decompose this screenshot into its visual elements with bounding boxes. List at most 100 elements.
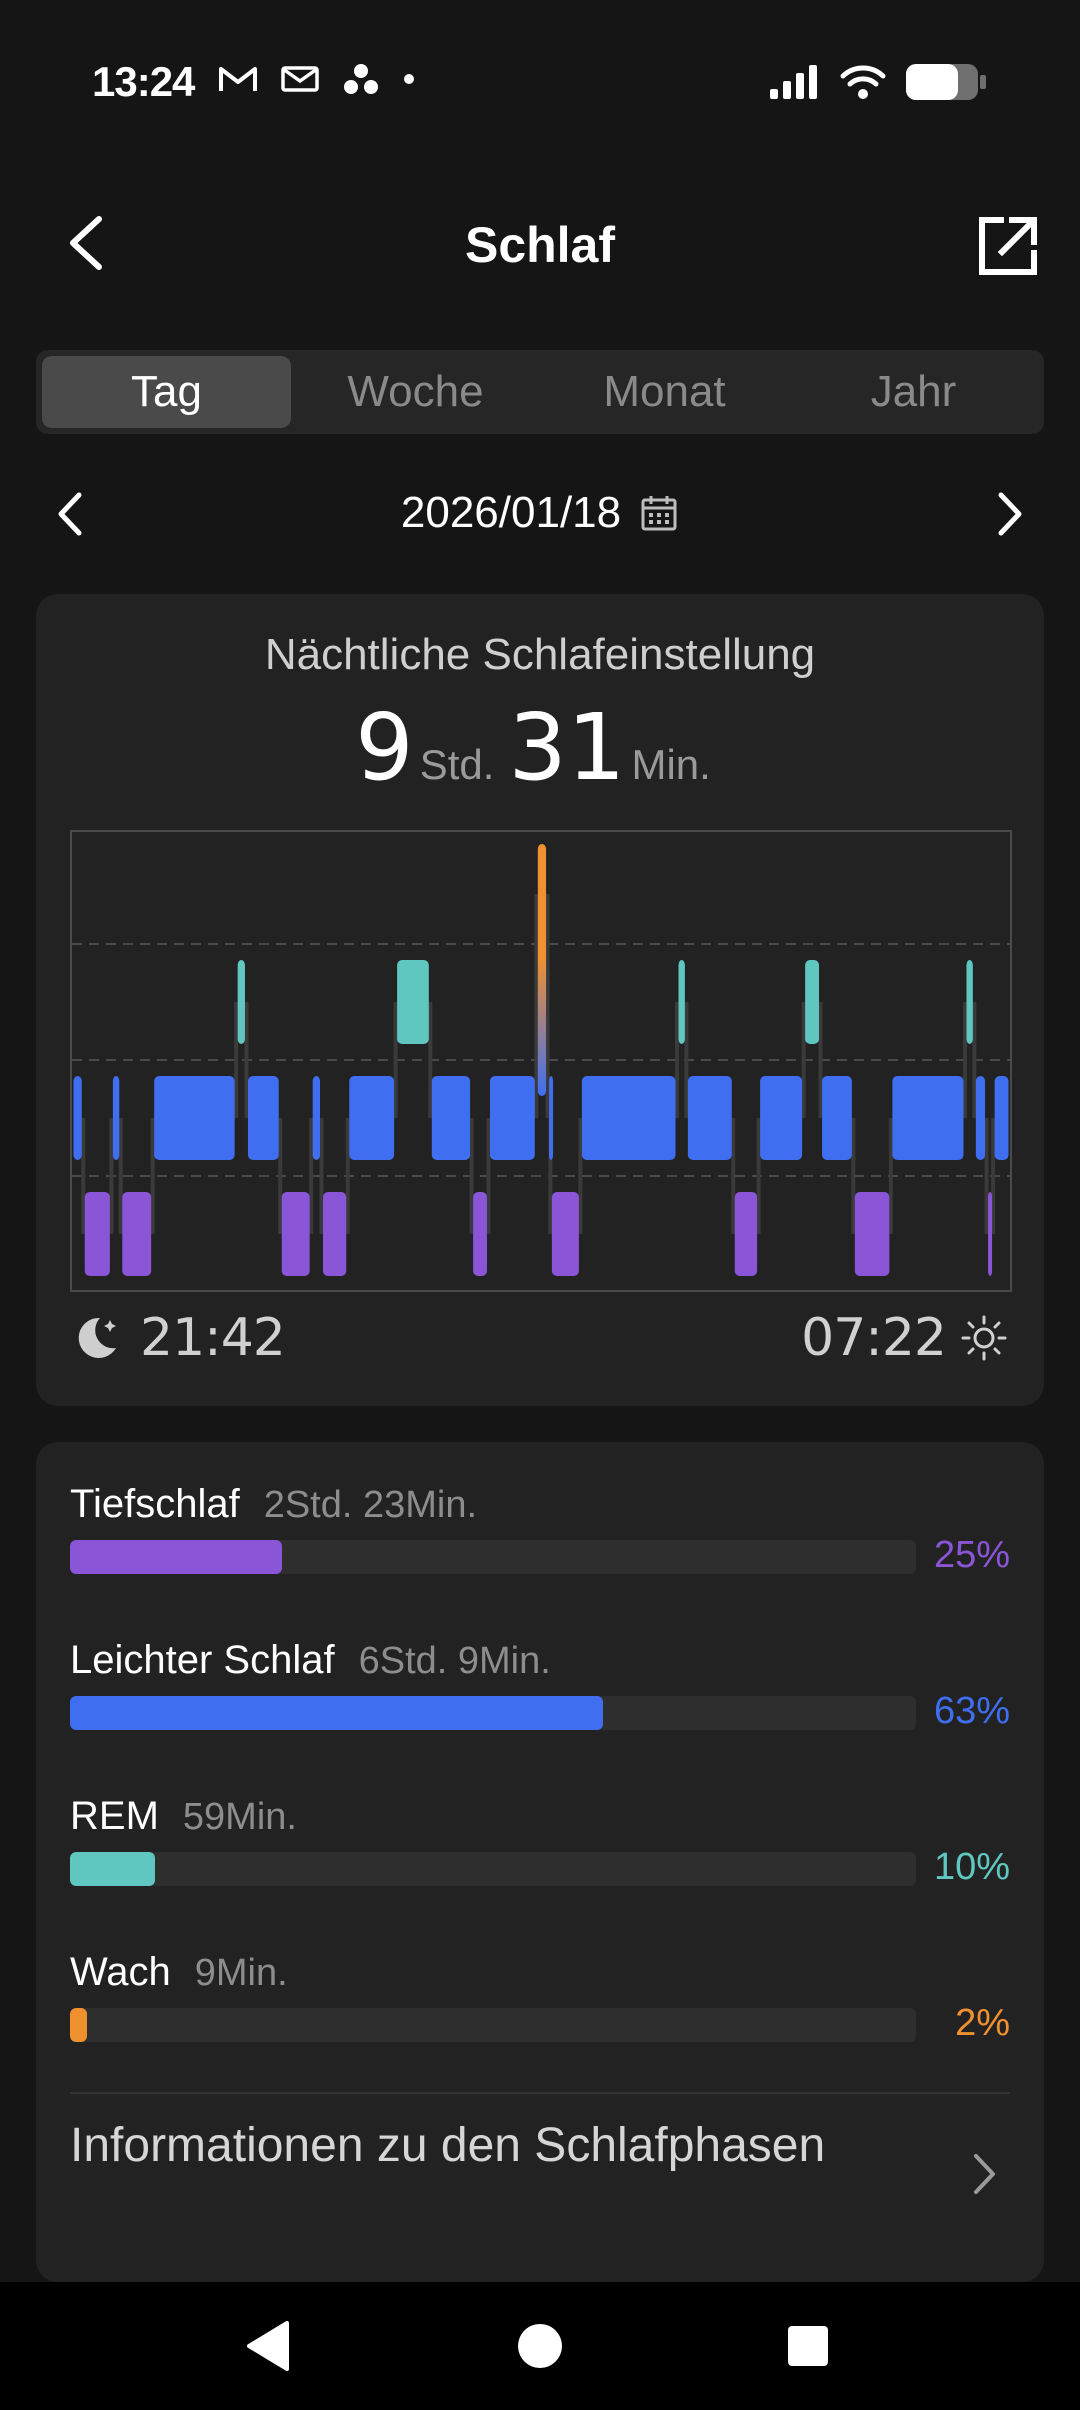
more-notifications-dot-icon	[402, 72, 416, 91]
back-button[interactable]	[50, 208, 120, 278]
export-icon	[979, 217, 1037, 275]
duration-minutes-unit: Min.	[631, 741, 711, 788]
sleep-segment-light	[760, 1076, 803, 1160]
sleep-segment-light	[581, 1076, 676, 1160]
sleep-phases-card: Tiefschlaf 2Std. 23Min. 25% Leichter Sch…	[36, 1442, 1044, 2282]
duration-minutes: 31	[508, 694, 626, 801]
phase-duration: 2Std. 23Min.	[263, 1484, 478, 1526]
stage-transition	[972, 1002, 977, 1118]
phase-progress-fill	[70, 1540, 282, 1574]
sleep-stage-chart[interactable]	[70, 830, 1012, 1292]
mail-icon	[280, 64, 320, 99]
stage-transition	[818, 1002, 823, 1118]
sleep-segment-awake	[537, 844, 547, 1096]
period-tabs: Tag Woche Monat Jahr	[36, 350, 1044, 434]
sleep-segment-deep	[323, 1192, 347, 1276]
duration-hours: 9	[355, 694, 414, 801]
stage-transition	[851, 1118, 856, 1234]
sleep-segment-deep	[551, 1192, 579, 1276]
phase-header: Tiefschlaf 2Std. 23Min.	[70, 1482, 477, 1527]
chevron-left-icon	[58, 492, 82, 536]
stage-transition	[309, 1118, 314, 1234]
stage-transition	[244, 1002, 249, 1118]
phase-rem[interactable]: REM 59Min. 10%	[70, 1794, 1010, 1904]
phase-progress-track	[70, 2008, 916, 2042]
nav-recents-button[interactable]	[772, 2310, 844, 2382]
sleep-segment-deep	[84, 1192, 110, 1276]
sleep-segment-rem	[397, 960, 429, 1044]
sleep-segment-light	[154, 1076, 235, 1160]
stage-transition	[469, 1118, 474, 1234]
gmail-icon	[218, 64, 258, 99]
stage-transition	[991, 1118, 996, 1234]
sleep-phases-info-link[interactable]: Informationen zu den Schlafphasen	[70, 2102, 1010, 2252]
next-day-button[interactable]	[980, 484, 1040, 544]
sleep-summary-card: Nächtliche Schlafeinstellung 9 Std. 31 Min.…	[36, 594, 1044, 1406]
stage-transition	[801, 1002, 806, 1118]
tab-month[interactable]: Monat	[603, 367, 726, 416]
sleep-duration: 9 Std. 31 Min.	[36, 694, 1044, 801]
phase-header: Leichter Schlaf 6Std. 9Min.	[70, 1638, 551, 1683]
phase-awake[interactable]: Wach 9Min. 2%	[70, 1950, 1010, 2060]
phase-percent: 10%	[933, 1846, 1010, 1888]
chart-bars	[73, 844, 1009, 1276]
sleep-card-title: Nächtliche Schlafeinstellung	[264, 630, 816, 679]
stage-transition	[534, 894, 539, 1118]
stage-transition	[81, 1118, 86, 1234]
sleep-segment-light	[822, 1076, 852, 1160]
tab-day[interactable]: Tag	[42, 356, 291, 428]
sleep-segment-rem	[237, 960, 245, 1044]
stage-transition	[118, 1118, 123, 1234]
phase-header: REM 59Min.	[70, 1794, 297, 1839]
phase-name: Wach	[70, 1950, 171, 1994]
notification-icons	[218, 62, 416, 101]
phase-progress-track	[70, 1696, 916, 1730]
stage-transition	[675, 1002, 680, 1118]
wifi-icon	[840, 63, 886, 106]
nav-home-button[interactable]	[504, 2310, 576, 2382]
date-picker[interactable]: 2026/01/18	[0, 488, 1080, 538]
sleep-end: 07:22	[801, 1308, 1008, 1368]
stage-transition	[545, 894, 550, 1118]
sleep-segment-light	[489, 1076, 535, 1160]
status-time: 13:24	[92, 58, 195, 105]
moon-icon	[78, 1317, 116, 1358]
tab-year[interactable]: Jahr	[870, 367, 957, 416]
nav-back-button[interactable]	[232, 2310, 304, 2382]
sleep-segment-light	[892, 1076, 964, 1160]
triangle-back-icon	[247, 2321, 289, 2371]
phase-name: Tiefschlaf	[70, 1482, 240, 1526]
stage-transition	[731, 1118, 736, 1234]
date-navigation: 2026/01/18	[0, 470, 1080, 560]
phase-progress-track	[70, 1852, 916, 1886]
sleep-segment-deep	[122, 1192, 152, 1276]
square-recents-icon	[788, 2326, 828, 2366]
phase-name: REM	[70, 1794, 159, 1838]
sleep-segment-deep	[988, 1192, 993, 1276]
phase-duration: 9Min.	[194, 1952, 288, 1994]
community-icon	[342, 62, 380, 101]
phase-progress-fill	[70, 2008, 87, 2042]
chevron-right-icon	[998, 492, 1022, 536]
phase-duration: 6Std. 9Min.	[358, 1640, 551, 1682]
sleep-segment-light	[975, 1076, 986, 1160]
current-date: 2026/01/18	[400, 488, 622, 537]
share-button[interactable]	[970, 208, 1046, 284]
app-header: Schlaf	[0, 190, 1080, 300]
stage-transition	[578, 1118, 583, 1234]
stage-transition	[345, 1118, 350, 1234]
stage-transition	[109, 1118, 114, 1234]
sleep-segment-light	[112, 1076, 120, 1160]
signal-icon	[768, 63, 822, 106]
phase-deep-sleep[interactable]: Tiefschlaf 2Std. 23Min. 25%	[70, 1482, 1010, 1592]
stage-transition	[234, 1002, 239, 1118]
chart-frame	[70, 830, 1012, 1292]
system-navigation-bar	[0, 2282, 1080, 2410]
stage-transition	[962, 1002, 967, 1118]
phase-light-sleep[interactable]: Leichter Schlaf 6Std. 9Min. 63%	[70, 1638, 1010, 1748]
tab-week[interactable]: Woche	[347, 367, 484, 416]
previous-day-button[interactable]	[40, 484, 100, 544]
divider	[70, 2092, 1010, 2094]
phase-progress-fill	[70, 1696, 603, 1730]
sleep-segment-deep	[854, 1192, 890, 1276]
